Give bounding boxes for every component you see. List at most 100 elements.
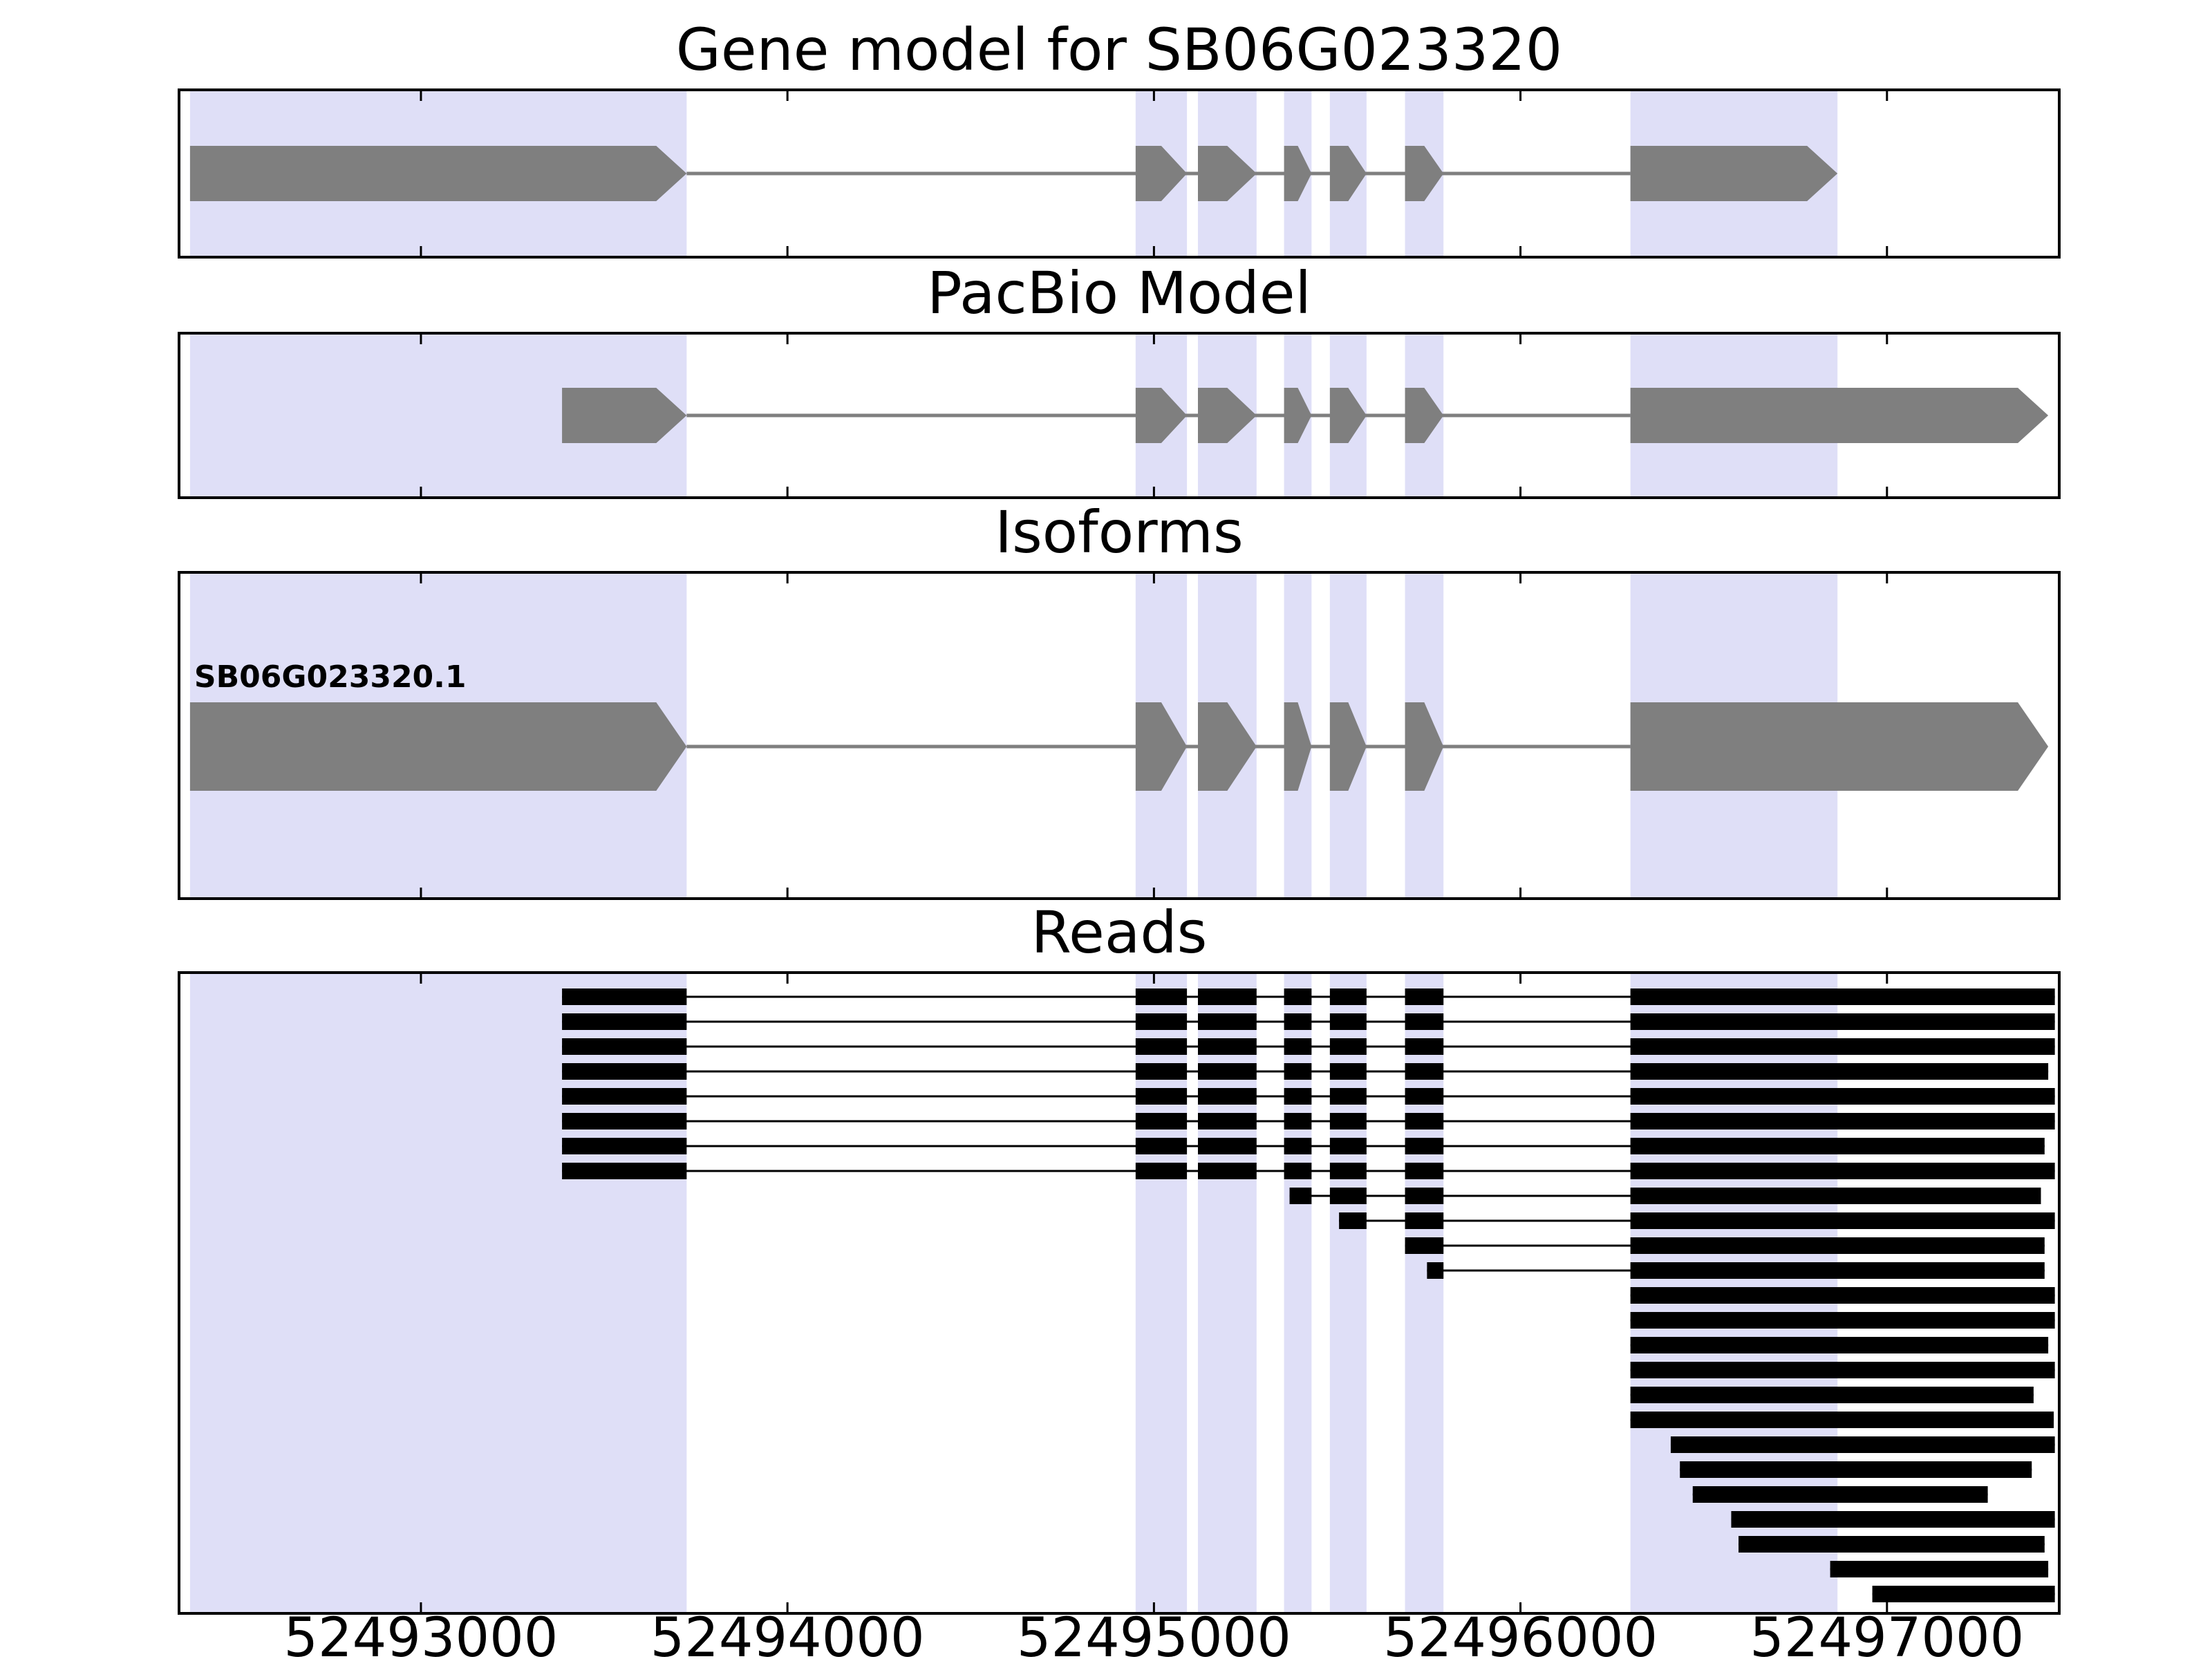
read-block [1630,1063,2049,1080]
panel-border [178,332,2061,499]
panel-title-isoforms: Isoforms [995,498,1244,566]
read-block [1197,1163,1257,1179]
read-block [562,1163,687,1179]
read-block [562,1038,687,1055]
exon [1135,146,1188,201]
exon [1630,702,2049,791]
read-block [1630,1362,2055,1378]
read-block [1289,1188,1312,1204]
x-tick-label: 52493000 [283,1607,558,1659]
read-block [1872,1586,2055,1602]
read-block [1738,1536,2045,1553]
read-block [1405,1163,1444,1179]
read-block [1329,1188,1367,1204]
read-block [1284,1138,1312,1154]
read-block [562,1063,687,1080]
exon [1329,146,1367,201]
read-block [1197,1088,1257,1105]
read-block [1630,1412,2054,1428]
read-block [1630,1237,2045,1254]
read-block [1284,1038,1312,1055]
read-block [1680,1461,2032,1478]
read-block [1284,1163,1312,1179]
exon [1197,146,1257,201]
read-block [1630,988,2055,1005]
exon [1405,702,1444,791]
read-block [1630,1138,2045,1154]
read-block [1630,1013,2055,1030]
read-block [1284,988,1312,1005]
panel-title-gene-model: Gene model for SB06G023320 [675,16,1563,84]
panel-track-0 [178,88,2061,259]
read-block [1630,1163,2055,1179]
read-block [1135,1063,1188,1080]
panel-reads [178,971,2061,1615]
read-block [1135,1138,1188,1154]
read-block [1405,1113,1444,1130]
read-block [562,1113,687,1130]
read-block [1284,1013,1312,1030]
panel-border [178,571,2061,900]
exon [1329,388,1367,443]
read-block [1329,1063,1367,1080]
read-block [1630,1312,2055,1329]
isoform-label: SB06G023320.1 [194,659,467,695]
exon [189,146,687,201]
panel-title-reads: Reads [1031,899,1208,966]
read-block [1670,1436,2055,1453]
read-block [1284,1113,1312,1130]
read-block [1692,1486,1988,1503]
exon [1284,146,1312,201]
read-block [1405,1188,1444,1204]
panel-track-1 [178,332,2061,499]
exon [1135,702,1188,791]
read-block [1630,1287,2055,1304]
read-block [1630,1387,2034,1403]
read-block [1630,1212,2055,1229]
exon [189,702,687,791]
read-block [1135,1038,1188,1055]
read-block [1197,1038,1257,1055]
read-block [1339,1212,1367,1229]
exon [1329,702,1367,791]
read-block [562,1138,687,1154]
read-block [1197,1013,1257,1030]
read-block [1427,1262,1444,1279]
read-block [1405,1237,1444,1254]
read-block [1135,1113,1188,1130]
read-block [1405,1063,1444,1080]
x-tick-label: 52494000 [650,1607,925,1659]
read-block [1329,1088,1367,1105]
read-block [1329,1038,1367,1055]
read-block [1135,988,1188,1005]
read-block [1405,1138,1444,1154]
x-tick-label: 52496000 [1383,1607,1658,1659]
read-block [1405,1088,1444,1105]
read-block [1284,1063,1312,1080]
read-block [1630,1337,2049,1353]
exon [1197,388,1257,443]
read-block [1197,1138,1257,1154]
exon [1197,702,1257,791]
read-block [1329,1138,1367,1154]
read-block [1197,1063,1257,1080]
exon [1284,702,1312,791]
panel-track-2: SB06G023320.1 [178,571,2061,900]
read-block [1135,1163,1188,1179]
exon [562,388,687,443]
read-block [1405,1038,1444,1055]
exon [1405,146,1444,201]
read-block [1405,1212,1444,1229]
read-block [1135,1088,1188,1105]
panel-border [178,971,2061,1615]
read-block [1135,1013,1188,1030]
exon [1405,388,1444,443]
read-block [1197,1113,1257,1130]
read-block [1405,988,1444,1005]
panel-title-pacbio-model: PacBio Model [927,259,1311,327]
read-block [1329,988,1367,1005]
read-block [1630,1113,2055,1130]
read-block [1197,988,1257,1005]
